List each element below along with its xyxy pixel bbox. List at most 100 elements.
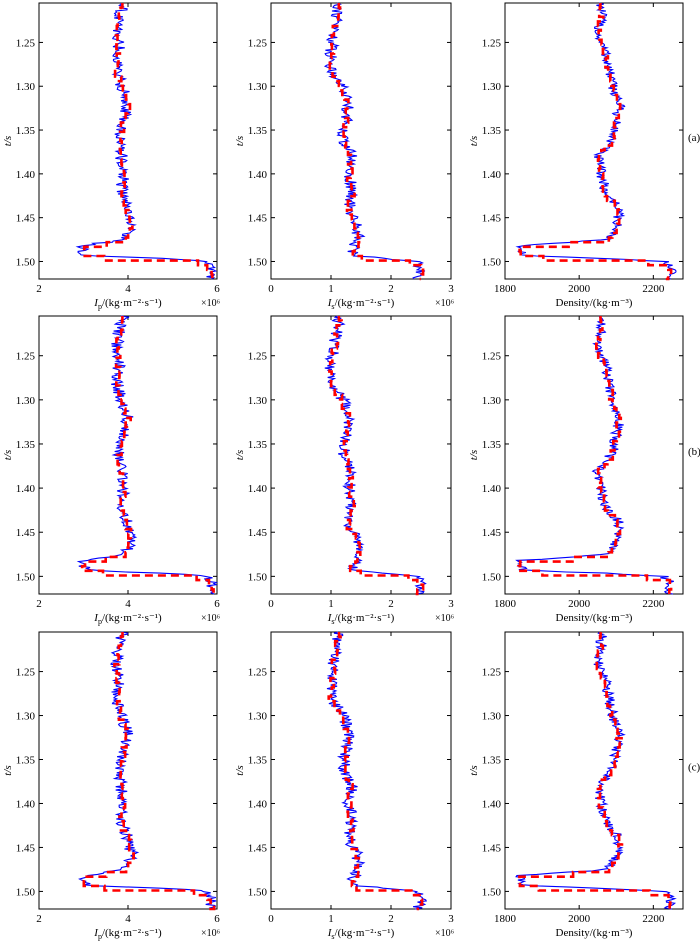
x-tick-label: 2000 — [568, 283, 591, 295]
y-axis-label: t/s — [468, 450, 480, 460]
y-tick-label: 1.40 — [482, 169, 502, 181]
x-scale-label: ×10⁶ — [201, 298, 221, 309]
panel-ip-2: 1.25 1.30 1.35 1.40 1.45 1.50 t/s 2 4 6 Ip/(kg·m⁻²… — [2, 631, 221, 941]
series-true-log — [76, 315, 219, 595]
y-tick-label: 1.35 — [16, 755, 36, 767]
x-axis-label: Is/(kg·m⁻²·s⁻¹) — [327, 612, 395, 626]
y-tick-label: 1.50 — [482, 886, 502, 898]
panel-tag: (b) — [688, 446, 700, 458]
panel-tag: (c) — [688, 762, 700, 774]
y-tick-label: 1.50 — [16, 886, 36, 898]
series-inverted-log — [327, 632, 424, 911]
x-tick-label: 0 — [268, 283, 274, 295]
y-tick-label: 1.35 — [16, 125, 36, 137]
y-tick-label: 1.30 — [482, 395, 502, 407]
y-tick-label: 1.45 — [482, 213, 502, 225]
plot-frame — [504, 315, 684, 595]
x-tick-label: 6 — [214, 283, 220, 295]
y-tick-label: 1.50 — [16, 571, 36, 583]
plot-frame — [504, 2, 684, 280]
x-tick-label: 2 — [36, 283, 42, 295]
x-scale-label: ×10⁶ — [435, 613, 455, 624]
panel-is-0: 1.25 1.30 1.35 1.40 1.45 1.50 t/s 0 1 2 3 Is/(kg·m⁻… — [234, 2, 455, 311]
series-true-log — [515, 315, 674, 595]
y-tick-label: 1.25 — [16, 667, 36, 679]
series-true-log — [326, 631, 428, 910]
y-tick-label: 1.30 — [482, 81, 502, 93]
y-axis-label: t/s — [234, 136, 246, 146]
y-axis-label: t/s — [468, 765, 480, 775]
y-tick-label: 1.35 — [248, 125, 268, 137]
y-tick-label: 1.25 — [248, 37, 268, 49]
x-tick-label: 1 — [328, 913, 334, 925]
y-tick-label: 1.40 — [482, 483, 502, 495]
y-tick-label: 1.30 — [16, 395, 36, 407]
x-tick-label: 4 — [125, 913, 131, 925]
series-true-log — [324, 315, 427, 595]
y-tick-label: 1.30 — [16, 81, 36, 93]
x-axis-label: Ip/(kg·m⁻²·s⁻¹) — [93, 927, 162, 941]
x-tick-label: 1800 — [494, 598, 517, 610]
x-tick-label: 6 — [214, 598, 220, 610]
x-tick-label: 1800 — [494, 283, 517, 295]
series-true-log — [78, 631, 217, 910]
y-tick-label: 1.25 — [16, 37, 36, 49]
y-tick-label: 1.40 — [16, 483, 36, 495]
x-scale-label: ×10⁶ — [201, 928, 221, 939]
y-tick-label: 1.30 — [248, 81, 268, 93]
y-tick-label: 1.40 — [482, 798, 502, 810]
y-tick-label: 1.30 — [16, 711, 36, 723]
plot-frame — [270, 315, 452, 595]
panel-rho-0: 1.25 1.30 1.35 1.40 1.45 1.50 t/s 1800 2000 2200 D… — [468, 2, 700, 309]
y-tick-label: 1.45 — [16, 527, 36, 539]
plot-frame — [38, 315, 218, 595]
y-axis-label: t/s — [468, 136, 480, 146]
y-tick-label: 1.25 — [16, 351, 36, 363]
panel-rho-2: 1.25 1.30 1.35 1.40 1.45 1.50 t/s 1800 2000 2200 D… — [468, 631, 700, 939]
y-tick-label: 1.50 — [248, 571, 268, 583]
plot-frame — [270, 2, 452, 280]
y-tick-label: 1.45 — [248, 213, 268, 225]
x-tick-label: 2 — [388, 283, 394, 295]
y-tick-label: 1.40 — [16, 169, 36, 181]
y-tick-label: 1.40 — [248, 798, 268, 810]
series-inverted-log — [518, 632, 672, 911]
series-inverted-log — [82, 632, 216, 911]
y-tick-label: 1.45 — [16, 842, 36, 854]
x-scale-label: ×10⁶ — [435, 298, 455, 309]
x-tick-label: 2200 — [642, 598, 665, 610]
y-tick-label: 1.25 — [482, 351, 502, 363]
x-tick-label: 4 — [125, 283, 131, 295]
y-tick-label: 1.40 — [248, 483, 268, 495]
y-tick-label: 1.25 — [248, 351, 268, 363]
plot-frame — [504, 631, 684, 910]
x-axis-label: Density/(kg·m⁻³) — [556, 927, 633, 939]
series-inverted-log — [82, 3, 214, 281]
y-tick-label: 1.30 — [482, 711, 502, 723]
y-tick-label: 1.35 — [16, 439, 36, 451]
x-axis-label: Ip/(kg·m⁻²·s⁻¹) — [93, 612, 162, 626]
y-tick-label: 1.50 — [16, 256, 36, 268]
y-axis-label: t/s — [234, 765, 246, 775]
y-tick-label: 1.45 — [482, 527, 502, 539]
y-tick-label: 1.50 — [248, 886, 268, 898]
series-true-log — [75, 2, 218, 280]
plot-frame — [270, 631, 452, 910]
y-axis-label: t/s — [2, 136, 14, 146]
y-tick-label: 1.25 — [482, 667, 502, 679]
x-tick-label: 2200 — [642, 283, 665, 295]
x-tick-label: 2 — [388, 913, 394, 925]
y-tick-label: 1.35 — [482, 755, 502, 767]
panel-ip-1: 1.25 1.30 1.35 1.40 1.45 1.50 t/s 2 4 6 Ip/(kg·m⁻²… — [2, 315, 221, 626]
x-axis-label: Ip/(kg·m⁻²·s⁻¹) — [93, 297, 162, 311]
x-tick-label: 3 — [448, 913, 454, 925]
y-axis-label: t/s — [2, 450, 14, 460]
series-inverted-log — [80, 316, 215, 596]
series-inverted-log — [328, 3, 425, 281]
y-tick-label: 1.30 — [248, 395, 268, 407]
y-tick-label: 1.25 — [248, 667, 268, 679]
x-axis-label: Is/(kg·m⁻²·s⁻¹) — [327, 297, 395, 311]
x-scale-label: ×10⁶ — [435, 928, 455, 939]
x-tick-label: 2200 — [642, 913, 665, 925]
y-tick-label: 1.45 — [248, 527, 268, 539]
